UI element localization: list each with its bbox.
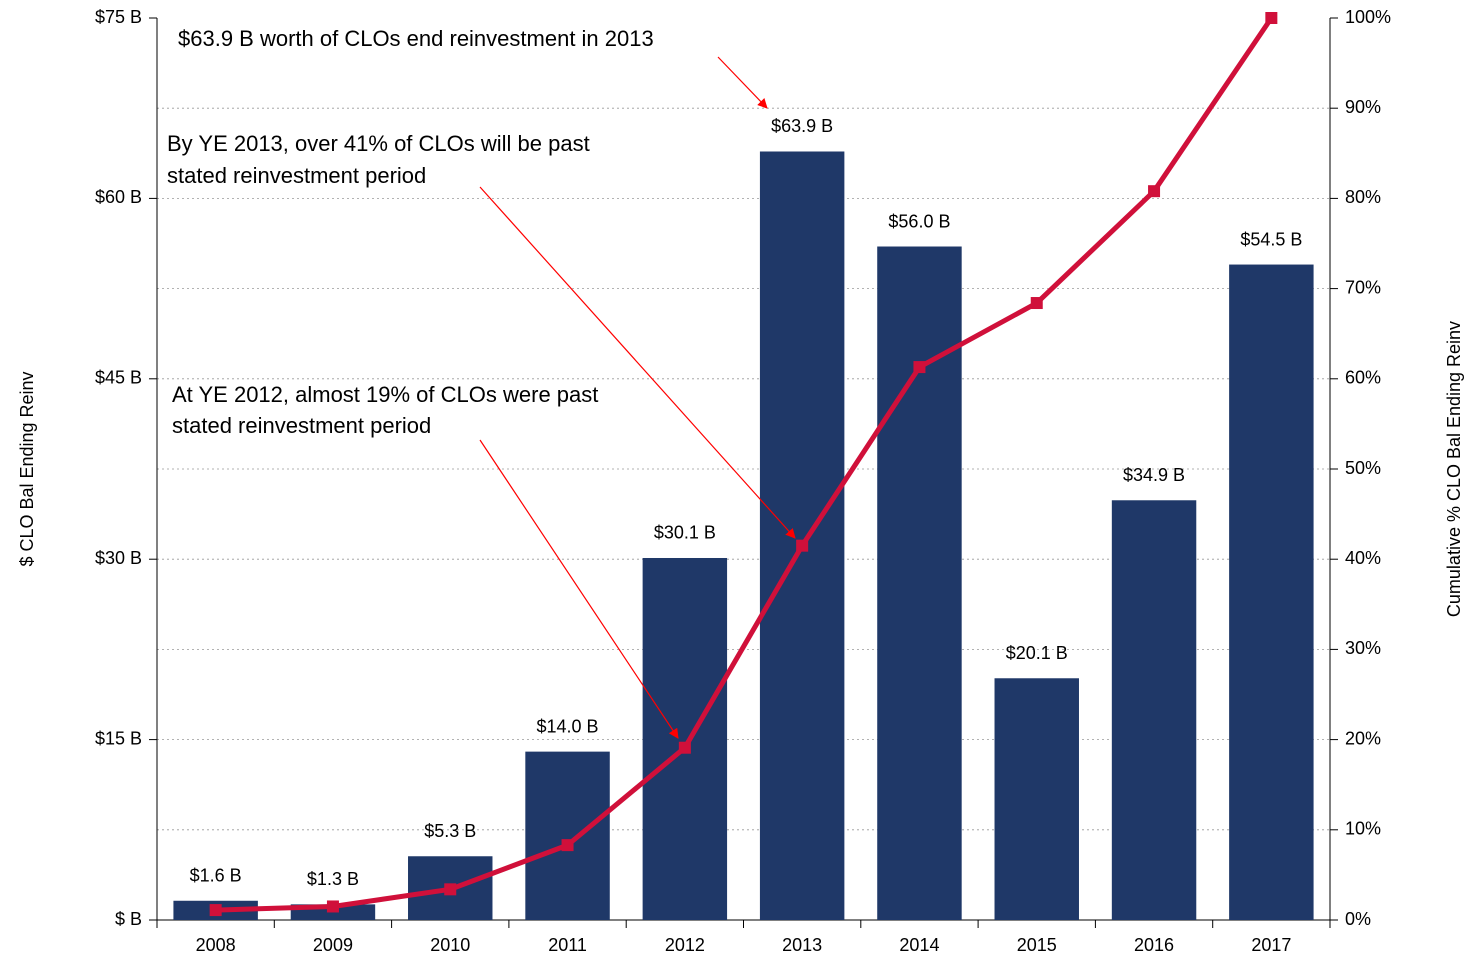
- y2-axis-title: Cumulative % CLO Bal Ending Reinv: [1444, 321, 1464, 617]
- bar: [877, 246, 962, 921]
- y-tick-label: $30 B: [95, 548, 142, 568]
- bar: [994, 678, 1079, 920]
- x-tick-label: 2016: [1134, 935, 1174, 955]
- y-tick-label: $60 B: [95, 187, 142, 207]
- x-tick-label: 2015: [1017, 935, 1057, 955]
- x-tick-label: 2013: [782, 935, 822, 955]
- marker: [1148, 185, 1161, 198]
- x-tick-label: 2010: [430, 935, 470, 955]
- y2-tick-label: 20%: [1345, 728, 1381, 748]
- annotation: stated reinvestment period: [167, 163, 426, 188]
- y-tick-label: $75 B: [95, 7, 142, 27]
- data-label: $1.3 B: [307, 869, 359, 889]
- data-label: $56.0 B: [888, 211, 950, 231]
- y2-tick-label: 50%: [1345, 458, 1381, 478]
- x-tick-label: 2012: [665, 935, 705, 955]
- marker: [209, 904, 222, 917]
- data-label: $54.5 B: [1240, 229, 1302, 249]
- data-label: $30.1 B: [654, 523, 716, 543]
- y2-tick-label: 0%: [1345, 909, 1371, 929]
- annotation: At YE 2012, almost 19% of CLOs were past: [172, 382, 598, 407]
- y2-tick-label: 90%: [1345, 97, 1381, 117]
- annotation-arrow: [479, 439, 679, 739]
- y-tick-label: $15 B: [95, 728, 142, 748]
- x-tick-label: 2008: [196, 935, 236, 955]
- x-tick-label: 2014: [899, 935, 939, 955]
- annotation: By YE 2013, over 41% of CLOs will be pas…: [167, 131, 590, 156]
- data-label: $20.1 B: [1006, 643, 1068, 663]
- y-tick-label: $45 B: [95, 368, 142, 388]
- y2-tick-label: 80%: [1345, 187, 1381, 207]
- bar: [642, 557, 728, 920]
- x-tick-label: 2011: [548, 935, 587, 955]
- bar: [1111, 500, 1197, 920]
- marker: [678, 741, 691, 754]
- y2-tick-label: 100%: [1345, 7, 1391, 27]
- marker: [561, 839, 574, 852]
- bar: [759, 151, 845, 921]
- y2-tick-label: 10%: [1345, 819, 1381, 839]
- x-tick-label: 2017: [1251, 935, 1291, 955]
- data-label: $14.0 B: [537, 716, 599, 736]
- marker: [1030, 297, 1043, 310]
- bar: [1229, 264, 1314, 921]
- x-tick-label: 2009: [313, 935, 353, 955]
- bar: [525, 751, 610, 920]
- y2-tick-label: 30%: [1345, 638, 1381, 658]
- annotation-arrow: [717, 56, 768, 109]
- annotation: stated reinvestment period: [172, 413, 431, 438]
- y-tick-label: $ B: [115, 909, 142, 929]
- marker: [444, 883, 457, 896]
- y-axis-title: $ CLO Bal Ending Reinv: [17, 371, 37, 566]
- data-label: $63.9 B: [771, 116, 833, 136]
- annotations: $63.9 B worth of CLOs end reinvestment i…: [167, 26, 796, 739]
- annotation-arrow: [479, 186, 796, 539]
- annotation: $63.9 B worth of CLOs end reinvestment i…: [178, 26, 654, 51]
- marker: [913, 361, 926, 374]
- line: [215, 16, 1274, 913]
- y2-tick-label: 40%: [1345, 548, 1381, 568]
- y2-tick-label: 60%: [1345, 368, 1381, 388]
- data-label: $34.9 B: [1123, 465, 1185, 485]
- marker: [1265, 12, 1278, 24]
- data-label: $5.3 B: [424, 821, 476, 841]
- y2-tick-label: 70%: [1345, 277, 1381, 297]
- marker: [326, 900, 339, 913]
- data-label: $1.6 B: [190, 866, 242, 886]
- marker: [796, 539, 809, 552]
